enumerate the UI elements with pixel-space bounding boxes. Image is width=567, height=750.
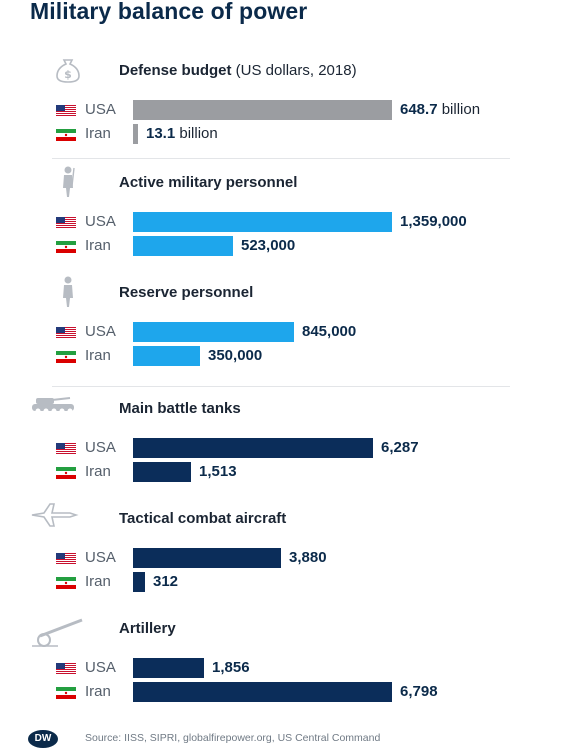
panel-active: Active military personnel USA 1,359,000 Ira…: [0, 166, 567, 260]
country-label: Iran: [85, 347, 111, 364]
bar-artillery-iran: [133, 682, 392, 702]
data-label: 1,359,000: [400, 213, 467, 230]
data-label: 1,513: [199, 463, 237, 480]
country-label: Iran: [85, 573, 111, 590]
data-label: 6,798: [400, 683, 438, 700]
bar-defense-usa: [133, 100, 392, 120]
panel-title: Reserve personnel: [119, 284, 253, 301]
footer: DW Source: IISS, SIPRI, globalfirepower.…: [28, 728, 548, 750]
panel-title-text: Main battle tanks: [119, 400, 241, 417]
panel-artillery: Artillery USA 1,856 Iran 6,798: [0, 616, 567, 706]
country-label: Iran: [85, 463, 111, 480]
source-note: Source: IISS, SIPRI, globalfirepower.org…: [85, 732, 381, 744]
section-divider: [52, 386, 510, 387]
country-label: Iran: [85, 683, 111, 700]
data-label: 6,287: [381, 439, 419, 456]
country-label: USA: [85, 439, 116, 456]
country-label: Iran: [85, 237, 111, 254]
bar-artillery-usa: [133, 658, 204, 678]
data-label: 312: [153, 573, 179, 590]
usa-flag-icon: [56, 327, 76, 339]
bar-tanks-usa: [133, 438, 373, 458]
data-label: 3,880: [289, 549, 327, 566]
data-label: 523,000: [241, 237, 296, 254]
panel-title-text: Artillery: [119, 620, 176, 637]
bar-row-iran: Iran 523,000: [0, 236, 567, 256]
panel-title: Main battle tanks: [119, 400, 241, 417]
usa-flag-icon: [56, 553, 76, 565]
data-label: 1,856: [212, 659, 250, 676]
tank-icon: [32, 397, 74, 414]
country-label: USA: [85, 213, 116, 230]
iran-flag-icon: [56, 129, 76, 141]
panel-unit-label: (US dollars, 2018): [231, 62, 357, 79]
fighter-jet-icon: [31, 503, 79, 527]
panel-title: Defense budget (US dollars, 2018): [119, 62, 357, 79]
bar-row-usa: USA 1,359,000: [0, 212, 567, 232]
bar-active-iran: [133, 236, 233, 256]
country-label: Iran: [85, 125, 111, 142]
panel-aircraft: Tactical combat aircraft USA 3,880 Iran 312: [0, 503, 567, 596]
bar-row-usa: USA 1,856: [0, 658, 567, 678]
bar-active-usa: [133, 212, 392, 232]
iran-flag-icon: [56, 467, 76, 479]
panel-title-text: Reserve personnel: [119, 284, 254, 301]
bar-row-iran: Iran 312: [0, 572, 567, 592]
money-bag-icon: $: [56, 59, 80, 83]
chart-title: Military balance of power: [30, 0, 308, 24]
data-label: 350,000: [208, 347, 263, 364]
iran-flag-icon: [56, 687, 76, 699]
dw-logo: DW: [28, 730, 58, 748]
panel-title-text: Defense budget: [119, 62, 232, 79]
bar-row-usa: USA 3,880: [0, 548, 567, 568]
country-label: USA: [85, 101, 116, 118]
artillery-icon: [32, 618, 83, 647]
panel-title-text: Active military personnel: [119, 174, 298, 191]
bar-reserve-iran: [133, 346, 200, 366]
panel-reserve: Reserve personnel USA 845,000 Iran 350,000: [0, 276, 567, 370]
usa-flag-icon: [56, 443, 76, 455]
bar-tanks-iran: [133, 462, 191, 482]
iran-flag-icon: [56, 577, 76, 589]
panel-defense: $ Defense budget (US dollars, 2018) USA 648…: [0, 58, 567, 148]
data-label: 13.1 billion: [146, 125, 218, 142]
bar-aircraft-iran: [133, 572, 145, 592]
reserve-soldier-icon: [63, 276, 73, 307]
bar-row-iran: Iran 350,000: [0, 346, 567, 366]
bar-defense-iran: [133, 124, 138, 144]
bar-aircraft-usa: [133, 548, 281, 568]
panel-title: Tactical combat aircraft: [119, 510, 286, 527]
iran-flag-icon: [56, 241, 76, 253]
data-label: 648.7 billion: [400, 101, 481, 118]
soldier-icon: [63, 166, 75, 197]
bar-row-iran: Iran 1,513: [0, 462, 567, 482]
usa-flag-icon: [56, 663, 76, 675]
bar-row-usa: USA 648.7 billion: [0, 100, 567, 120]
panel-title: Active military personnel: [119, 174, 297, 191]
bar-row-iran: Iran 6,798: [0, 682, 567, 702]
bar-row-iran: Iran 13.1 billion: [0, 124, 567, 144]
usa-flag-icon: [56, 217, 76, 229]
bar-row-usa: USA 6,287: [0, 438, 567, 458]
bar-row-usa: USA 845,000: [0, 322, 567, 342]
country-label: USA: [85, 323, 116, 340]
section-divider: [52, 158, 510, 159]
panel-tanks: Main battle tanks USA 6,287 Iran 1,513: [0, 396, 567, 486]
country-label: USA: [85, 659, 116, 676]
panel-title: Artillery: [119, 620, 176, 637]
bar-reserve-usa: [133, 322, 294, 342]
panel-title-text: Tactical combat aircraft: [119, 510, 287, 527]
usa-flag-icon: [56, 105, 76, 117]
svg-text:$: $: [64, 68, 72, 81]
data-label: 845,000: [302, 323, 357, 340]
country-label: USA: [85, 549, 116, 566]
iran-flag-icon: [56, 351, 76, 363]
